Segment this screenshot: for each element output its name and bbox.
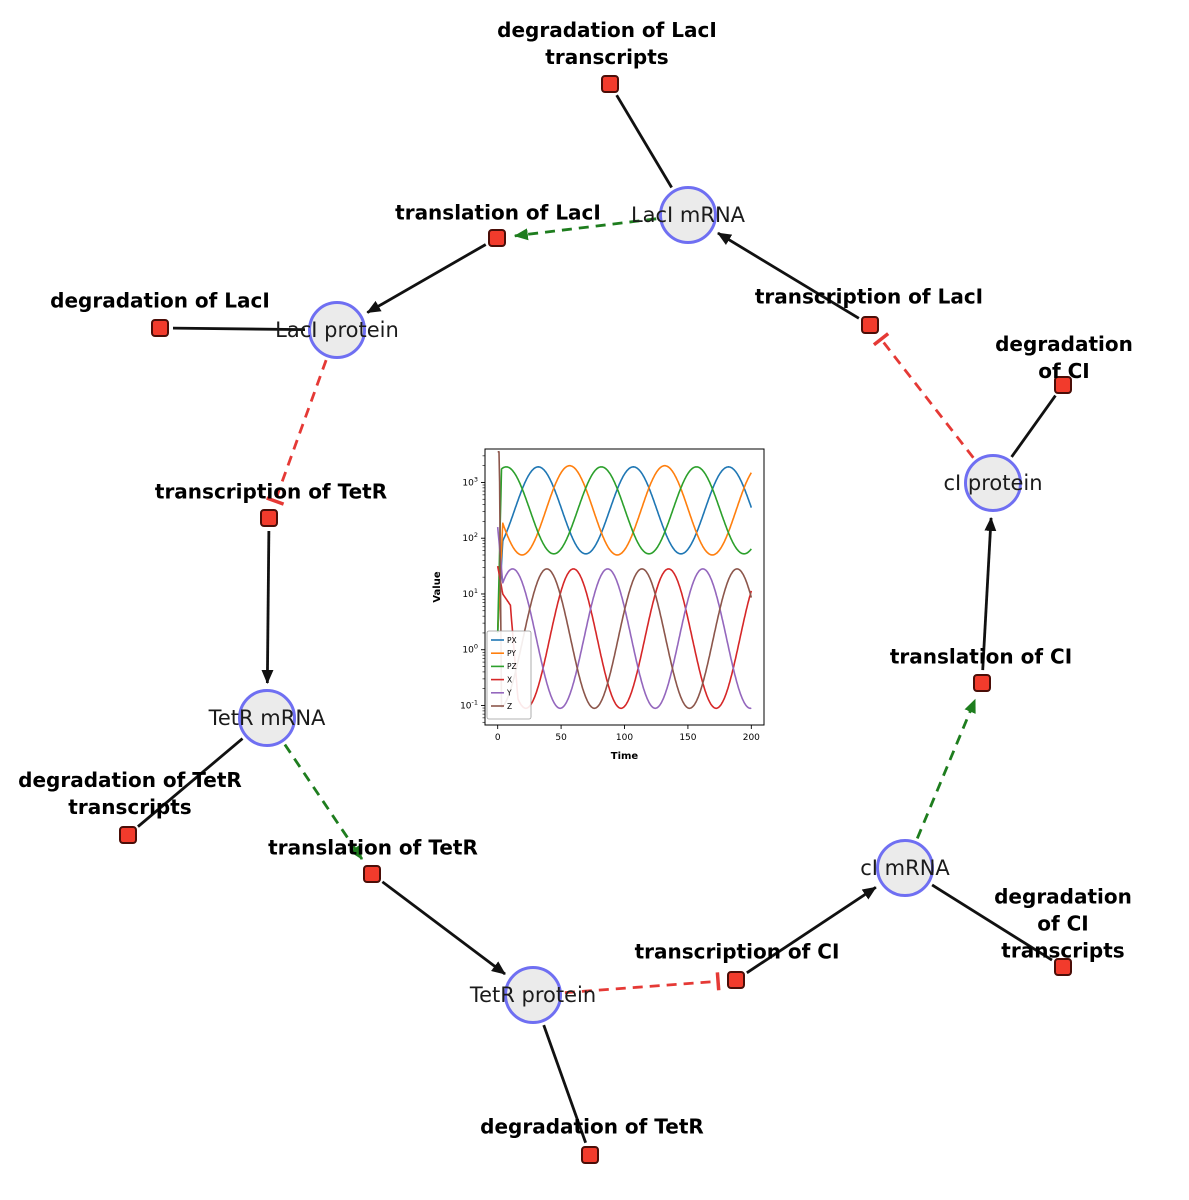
edge-inhibition-laci_protein-tx_tetr: [266, 359, 328, 506]
edge-catalysis-laci_mrna-transl_laci: [513, 217, 657, 241]
reaction-node-tx_laci[interactable]: [861, 316, 879, 334]
edge-catalysis-tetr_mrna-transl_tetr: [283, 743, 364, 860]
reaction-node-deg_ci_tx[interactable]: [1054, 958, 1072, 976]
reaction-label-deg_ci: degradation of CI: [995, 332, 1133, 383]
svg-text:50: 50: [555, 733, 567, 743]
species-label-laci_mrna: LacI mRNA: [630, 203, 746, 227]
reaction-label-deg_tetr_tx: degradation of TetR transcripts: [18, 768, 242, 819]
reaction-node-transl_ci[interactable]: [973, 674, 991, 692]
reaction-node-tx_tetr[interactable]: [260, 509, 278, 527]
svg-text:150: 150: [679, 733, 696, 743]
species-node-tetr_mrna[interactable]: [238, 689, 296, 747]
chart-xlabel: Time: [611, 751, 639, 762]
species-node-laci_protein[interactable]: [308, 301, 366, 359]
chart-legend: PX PY PZ XYZ: [486, 630, 532, 720]
reaction-node-deg_laci_tx[interactable]: [601, 75, 619, 93]
species-node-tetr_protein[interactable]: [504, 966, 562, 1024]
reaction-label-tx_laci: transcription of LacI: [754, 284, 984, 309]
reaction-label-deg_ci_tx: degradation of CI transcripts: [994, 884, 1132, 963]
chart-series-PX: [496, 466, 753, 634]
svg-text:PY: PY: [507, 649, 516, 658]
edge-consumption-tetr_mrna-deg_tetr_tx: [137, 737, 244, 828]
reaction-node-deg_tetr_tx[interactable]: [119, 826, 137, 844]
svg-text:PX: PX: [507, 636, 517, 645]
edge-consumption-ci_mrna-deg_ci_tx: [931, 883, 1053, 962]
edge-production-transl_laci-laci_protein: [366, 243, 487, 314]
simulation-inset-chart: 10-1 100 101 102 103 0 50 100 150 200 Time Value PX P…: [427, 437, 773, 767]
species-node-ci_protein[interactable]: [964, 454, 1022, 512]
svg-text:Z: Z: [507, 702, 512, 711]
svg-text:200: 200: [743, 733, 760, 743]
reaction-label-transl_laci: translation of LacI: [395, 200, 601, 225]
edge-inhibition-ci_protein-tx_laci: [872, 332, 975, 459]
reaction-node-transl_tetr[interactable]: [363, 865, 381, 883]
edge-production-tx_laci-laci_mrna: [717, 231, 860, 320]
reaction-label-tx_tetr: transcription of TetR: [154, 479, 388, 504]
species-node-laci_mrna[interactable]: [659, 186, 717, 244]
reaction-node-deg_ci[interactable]: [1054, 376, 1072, 394]
reaction-label-deg_laci: degradation of LacI: [50, 288, 270, 313]
species-label-tetr_mrna: TetR mRNA: [208, 706, 326, 730]
chart-ylabel: Value: [432, 571, 443, 602]
svg-text:0: 0: [495, 733, 501, 743]
species-label-tetr_protein: TetR protein: [469, 983, 597, 1007]
edge-consumption-tetr_protein-deg_tetr: [542, 1024, 587, 1144]
svg-text:PZ: PZ: [507, 662, 517, 671]
chart-series-X: [496, 565, 753, 710]
edge-production-tx_ci-ci_mrna: [746, 886, 877, 974]
edge-inhibition-tetr_protein-tx_ci: [564, 972, 721, 995]
edge-consumption-ci_protein-deg_ci: [1010, 394, 1057, 458]
species-label-ci_mrna: cI mRNA: [860, 856, 950, 880]
reaction-label-transl_ci: translation of CI: [889, 644, 1073, 669]
chart-series-PZ: [496, 466, 752, 634]
species-label-laci_protein: LacI protein: [275, 318, 399, 342]
chart-series-PY: [496, 464, 752, 634]
species-node-ci_mrna[interactable]: [876, 839, 934, 897]
svg-text:100: 100: [616, 733, 633, 743]
species-label-ci_protein: cI protein: [943, 471, 1043, 495]
edge-consumption-laci_mrna-deg_laci_tx: [615, 94, 673, 189]
chart-series-Z: [497, 451, 753, 710]
reaction-label-deg_tetr: degradation of TetR: [480, 1114, 704, 1139]
reaction-label-transl_tetr: translation of TetR: [268, 835, 478, 860]
reaction-node-deg_tetr[interactable]: [581, 1146, 599, 1164]
svg-text:Y: Y: [506, 689, 512, 698]
reaction-node-transl_laci[interactable]: [488, 229, 506, 247]
reaction-label-tx_ci: transcription of CI: [634, 939, 840, 964]
edge-production-transl_tetr-tetr_protein: [381, 880, 506, 976]
edge-production-tx_tetr-tetr_mrna: [261, 530, 274, 685]
svg-text:X: X: [507, 675, 512, 684]
reaction-node-deg_laci[interactable]: [151, 319, 169, 337]
edge-consumption-laci_protein-deg_laci: [172, 326, 306, 332]
reaction-node-tx_ci[interactable]: [727, 971, 745, 989]
reaction-label-deg_laci_tx: degradation of LacI transcripts: [497, 18, 717, 69]
edge-production-transl_ci-ci_protein: [981, 516, 997, 671]
edge-catalysis-ci_mrna-transl_ci: [916, 698, 977, 839]
